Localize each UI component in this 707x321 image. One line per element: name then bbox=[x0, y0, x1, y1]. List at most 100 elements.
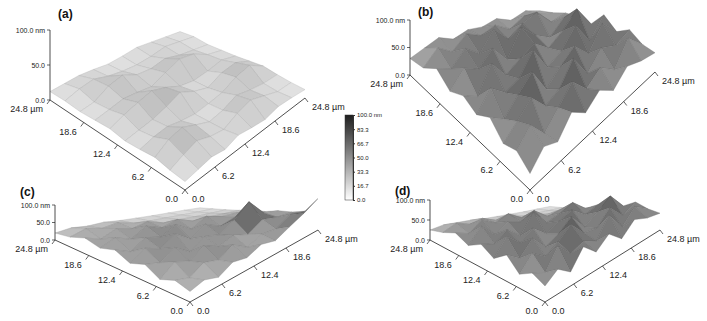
x-tick bbox=[530, 190, 533, 194]
y-tick-label: 12.4 bbox=[98, 275, 116, 285]
x-tick-label: 12.4 bbox=[600, 135, 618, 145]
colorbar-tick: 100.0 nm bbox=[353, 112, 382, 118]
y-tick bbox=[153, 287, 156, 291]
x-tick bbox=[318, 230, 321, 234]
x-tick-label: 6.2 bbox=[222, 171, 235, 181]
surface-cell bbox=[218, 245, 247, 262]
y-tick bbox=[485, 271, 488, 275]
x-tick-label: 12.4 bbox=[252, 148, 270, 158]
surface-cell bbox=[559, 82, 586, 113]
z-tick-label: 100.0 nm bbox=[21, 202, 50, 209]
x-tick bbox=[593, 131, 596, 135]
surface-cell bbox=[102, 223, 132, 229]
x-tick-label: 18.6 bbox=[282, 125, 300, 135]
surface-cell bbox=[70, 229, 101, 240]
y-tick-label: 24.8 µm bbox=[370, 79, 403, 89]
panel: 0.06.212.418.624.8 µm0.06.212.418.624.8 … bbox=[10, 7, 344, 204]
y-tick bbox=[456, 256, 459, 260]
colorbar-scale bbox=[345, 115, 353, 200]
z-tick-label: 50.0 bbox=[391, 44, 405, 51]
surface-cell bbox=[517, 125, 544, 173]
x-tick bbox=[561, 161, 564, 165]
surface bbox=[55, 199, 318, 292]
y-tick-label: 18.6 bbox=[434, 260, 452, 270]
y-tick-label: 0.0 bbox=[170, 306, 183, 316]
axes: 0.06.212.418.624.8 µm0.06.212.418.624.8 … bbox=[390, 197, 699, 317]
surface-cell bbox=[130, 248, 160, 264]
y-axis-line bbox=[50, 100, 185, 190]
y-tick bbox=[47, 100, 50, 104]
z-tick bbox=[52, 222, 55, 223]
y-tick bbox=[513, 287, 516, 291]
surface-cell bbox=[532, 269, 558, 286]
x-axis-line bbox=[545, 230, 660, 302]
x-tick-label: 0.0 bbox=[197, 306, 210, 316]
surface-cell bbox=[451, 48, 479, 69]
colorbar-tick: 66.7 bbox=[353, 141, 369, 147]
y-tick bbox=[427, 240, 430, 244]
x-tick bbox=[545, 302, 548, 306]
x-axis-line bbox=[530, 72, 655, 190]
panel: 0.06.212.418.624.8 µm0.06.212.418.624.8 … bbox=[15, 185, 357, 316]
colorbar-tick-mark bbox=[353, 143, 355, 144]
panel: 0.06.212.418.624.8 µm0.06.212.418.624.8 … bbox=[390, 184, 699, 316]
colorbar-tick: 33.3 bbox=[353, 169, 369, 175]
x-tick bbox=[245, 144, 248, 148]
panel-title: (a) bbox=[58, 7, 73, 21]
colorbar-tick-mark bbox=[353, 172, 355, 173]
surface-cell bbox=[596, 215, 621, 241]
y-tick-label: 24.8 µm bbox=[10, 104, 43, 114]
colorbar-tick: 0.0 bbox=[353, 197, 366, 203]
colorbar-tick-mark bbox=[353, 129, 355, 130]
y-tick-label: 12.4 bbox=[445, 137, 463, 147]
y-tick bbox=[120, 271, 123, 275]
colorbar-tick-mark bbox=[353, 158, 355, 159]
x-tick bbox=[574, 284, 577, 288]
y-tick-label: 0.0 bbox=[165, 194, 178, 204]
x-axis-line bbox=[190, 230, 318, 302]
x-tick bbox=[275, 121, 278, 125]
colorbar: 0.016.733.350.066.783.3100.0 nm bbox=[345, 112, 382, 203]
x-axis-line bbox=[185, 98, 305, 190]
y-tick bbox=[86, 256, 89, 260]
surface-cell bbox=[586, 68, 613, 91]
colorbar-tick-label: 100.0 nm bbox=[357, 112, 382, 118]
x-tick bbox=[305, 98, 308, 102]
x-tick-label: 18.6 bbox=[293, 252, 311, 262]
x-tick-label: 18.6 bbox=[631, 106, 649, 116]
y-tick-label: 6.2 bbox=[137, 291, 150, 301]
x-tick-label: 18.6 bbox=[638, 252, 656, 262]
z-tick-label: 0.0 bbox=[415, 237, 425, 244]
y-tick bbox=[527, 190, 530, 194]
z-tick bbox=[427, 240, 430, 241]
surface-cell bbox=[545, 246, 570, 272]
panel-title: (b) bbox=[418, 5, 433, 19]
z-tick bbox=[407, 75, 410, 76]
surface-cell bbox=[443, 223, 469, 233]
surface-cell bbox=[423, 48, 451, 69]
y-tick bbox=[467, 133, 470, 137]
y-axis-line bbox=[410, 75, 530, 190]
surface-cell bbox=[622, 207, 647, 227]
y-tick bbox=[81, 123, 84, 127]
surface-cell bbox=[189, 263, 218, 280]
x-tick-label: 12.4 bbox=[610, 270, 628, 280]
surface-cell bbox=[160, 262, 189, 280]
surface-cell bbox=[160, 248, 189, 263]
z-tick-label: 50.0 bbox=[31, 62, 45, 69]
axes: 0.06.212.418.624.8 µm0.06.212.418.624.8 … bbox=[15, 202, 357, 317]
colorbar-axis: 0.016.733.350.066.783.3100.0 nm bbox=[353, 112, 382, 203]
z-tick-label: 50.0 bbox=[36, 219, 50, 226]
x-tick-label: 24.8 µm bbox=[662, 76, 695, 86]
surface-cell bbox=[614, 38, 641, 69]
panel: 0.06.212.418.624.8 µm0.06.212.418.624.8 … bbox=[370, 5, 694, 204]
y-tick bbox=[52, 240, 55, 244]
x-tick-label: 0.0 bbox=[552, 306, 565, 316]
z-tick-label: 0.0 bbox=[395, 72, 405, 79]
y-tick bbox=[148, 168, 151, 172]
z-tick bbox=[427, 200, 430, 201]
x-tick bbox=[603, 266, 606, 270]
colorbar-tick: 16.7 bbox=[353, 183, 369, 189]
colorbar-tick-mark bbox=[353, 200, 355, 201]
z-tick bbox=[407, 20, 410, 21]
